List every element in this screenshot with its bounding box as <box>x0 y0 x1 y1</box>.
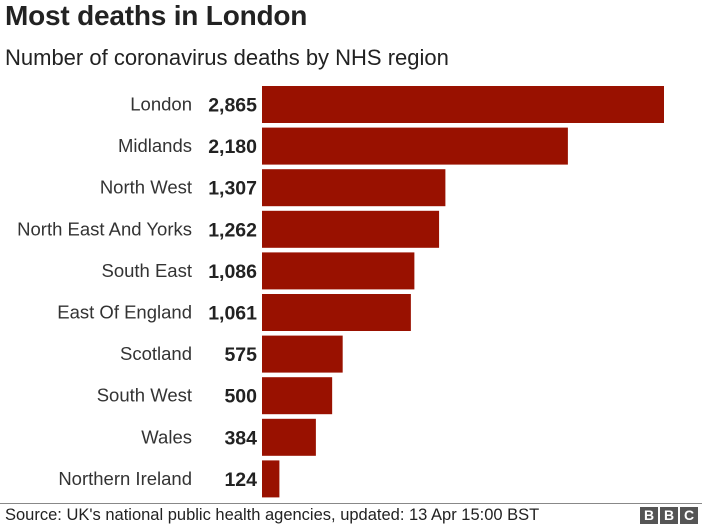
bar-value-label: 1,262 <box>208 219 257 241</box>
bar-value-label: 384 <box>224 427 257 449</box>
bbc-logo-letter: B <box>660 507 678 524</box>
bar-north-east-and-yorks <box>262 210 440 248</box>
bar-value-label: 1,061 <box>208 303 257 325</box>
bar-south-west <box>262 377 333 415</box>
category-label: East Of England <box>57 302 192 323</box>
category-label: North West <box>100 177 192 198</box>
bar-midlands <box>262 127 568 165</box>
bar-value-label: 2,180 <box>208 136 257 158</box>
bar-value-label: 124 <box>224 469 257 491</box>
chart-title: Most deaths in London <box>5 0 308 31</box>
category-label: London <box>130 94 192 115</box>
bar-scotland <box>262 335 343 373</box>
bar-south-east <box>262 252 415 290</box>
bbc-logo-letter: B <box>640 507 658 524</box>
bar-london <box>262 86 664 123</box>
bar-value-label: 1,086 <box>208 261 257 283</box>
bar-northern-ireland <box>262 460 280 498</box>
category-label: North East And Yorks <box>17 218 192 239</box>
bar-value-label: 575 <box>224 344 257 366</box>
category-label: Northern Ireland <box>58 468 192 489</box>
category-label: South East <box>101 260 192 281</box>
bar-wales <box>262 418 316 456</box>
bar-value-label: 1,307 <box>208 178 257 200</box>
source-note: Source: UK's national public health agen… <box>5 506 540 524</box>
category-label: Midlands <box>118 135 192 156</box>
bar-north-west <box>262 169 446 207</box>
bbc-logo: B B C <box>640 507 698 524</box>
footer-divider <box>0 503 702 504</box>
category-label: Wales <box>141 426 192 447</box>
bar-east-of-england <box>262 294 411 331</box>
category-label: South West <box>97 385 192 406</box>
chart-subtitle: Number of coronavirus deaths by NHS regi… <box>5 45 449 70</box>
bar-value-label: 500 <box>224 386 257 408</box>
bbc-logo-letter: C <box>680 507 698 524</box>
category-label: Scotland <box>120 343 192 364</box>
bar-value-label: 2,865 <box>208 95 257 117</box>
